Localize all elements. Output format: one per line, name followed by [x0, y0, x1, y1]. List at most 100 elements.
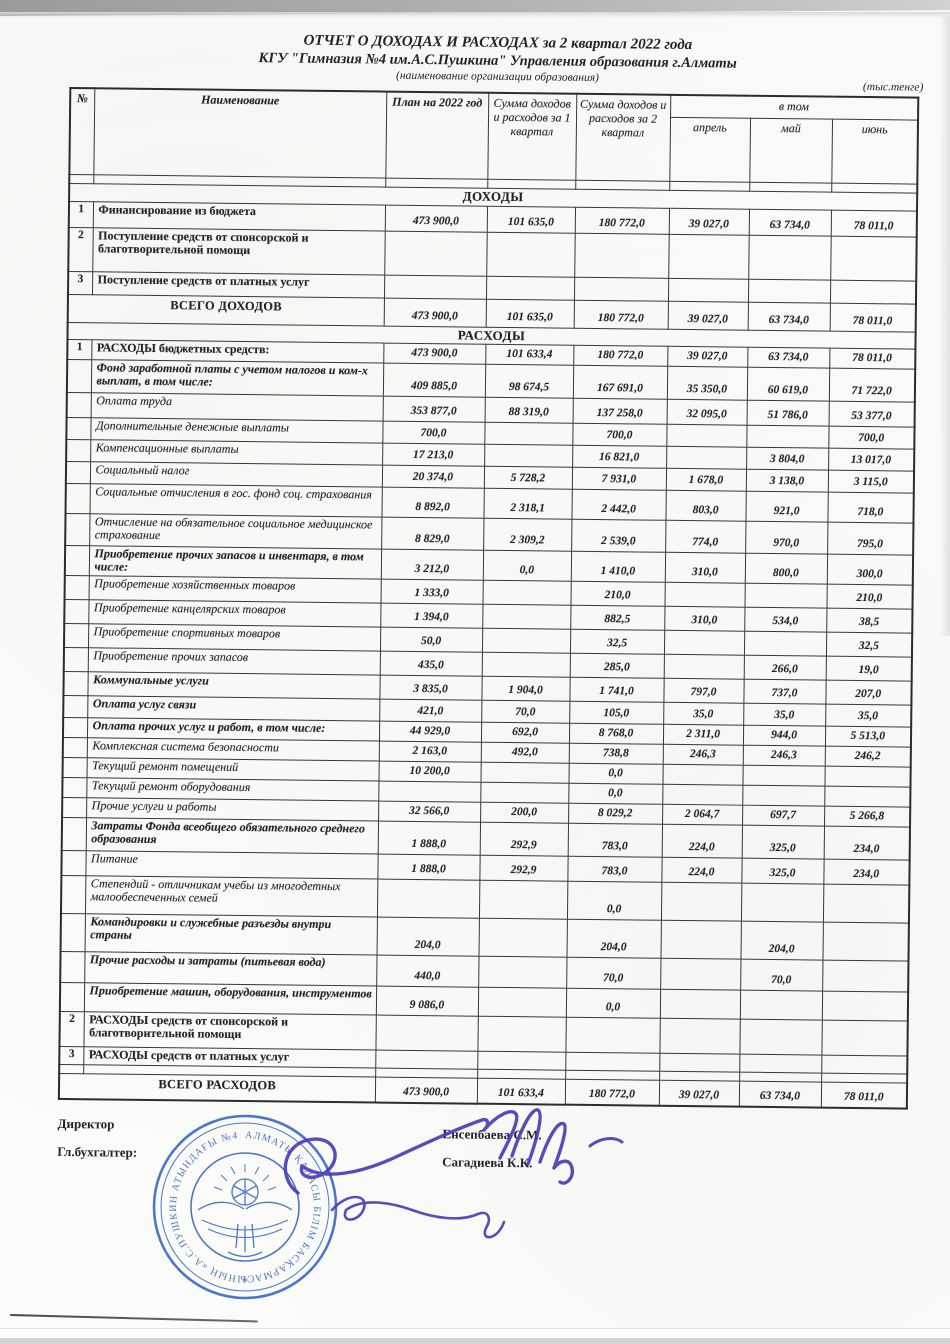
cell-value: [664, 581, 745, 607]
row-label: Фонд заработной платы с учетом налогов и…: [90, 359, 384, 396]
cell-value: [830, 235, 917, 281]
cell-value: [659, 988, 741, 1019]
row-label: Командировки и служебные разъезды внутри…: [84, 913, 377, 955]
row-number: [64, 622, 89, 648]
cell-value: 435,0: [379, 650, 482, 676]
cell-value: 70,0: [481, 699, 570, 723]
col-header-may: май: [749, 117, 833, 183]
cell-value: [478, 879, 568, 919]
cell-value: [477, 1015, 566, 1052]
cell-value: 70,0: [566, 956, 661, 989]
cell-value: 266,0: [743, 654, 826, 680]
cell-value: 19,0: [825, 655, 912, 681]
cell-value: 921,0: [745, 490, 828, 522]
row-number: [59, 981, 85, 1012]
total-value: 180 772,0: [573, 299, 668, 329]
cell-value: 3 115,0: [827, 469, 915, 493]
pen-line: [9, 1314, 258, 1323]
cell-value: 78 011,0: [829, 347, 916, 369]
row-number: 1: [68, 201, 94, 228]
cell-value: 800,0: [744, 552, 828, 584]
cell-value: 3 804,0: [746, 446, 829, 470]
cell-value: 2 318,1: [483, 487, 572, 519]
cell-value: 325,0: [741, 824, 825, 859]
cell-value: 98 674,5: [484, 363, 574, 398]
cell-value: 700,0: [572, 422, 667, 446]
cell-value: 3 835,0: [379, 674, 482, 700]
cell-value: 1 410,0: [570, 550, 666, 582]
cell-value: 697,7: [742, 804, 825, 826]
cell-value: 882,5: [570, 604, 665, 630]
cell-value: 35,0: [663, 701, 744, 725]
row-label: Прочие расходы и затраты (питьевая вода): [84, 951, 377, 986]
cell-value: 1 333,0: [380, 578, 483, 604]
director-label: Директор: [57, 1115, 115, 1132]
cell-value: [742, 784, 825, 806]
row-number: [64, 574, 89, 600]
cell-value: 944,0: [742, 724, 826, 746]
cell-value: [480, 781, 569, 803]
cell-value: 9 086,0: [375, 985, 479, 1016]
cell-value: 0,0: [482, 549, 572, 581]
cell-value: [384, 230, 487, 276]
cell-value: 1 888,0: [377, 820, 481, 855]
cell-value: 803,0: [665, 489, 746, 521]
cell-value: [744, 582, 827, 608]
paper-bottom-edge: [0, 1328, 950, 1338]
row-label: Поступление средств от спонсорской и бла…: [92, 227, 385, 275]
col-header-q1: Сумма доходов и расходов за 1 квартал: [487, 92, 577, 180]
cell-value: 353 877,0: [382, 395, 485, 422]
row-number: [62, 756, 87, 778]
scan-edge-bottom: [0, 1338, 950, 1344]
row-number: [61, 849, 86, 876]
row-label: Питание: [85, 850, 378, 879]
cell-value: 50,0: [379, 626, 483, 652]
cell-value: 292,9: [479, 821, 569, 856]
total-value: 473 900,0: [374, 1076, 478, 1104]
cell-value: [739, 1018, 822, 1055]
cell-value: [660, 919, 741, 959]
cell-value: 39 027,0: [667, 345, 748, 367]
cell-value: [740, 882, 824, 922]
cell-value: 2 311,0: [662, 723, 744, 745]
stamp-bottom-star: *: [242, 1274, 249, 1289]
total-value: 63 734,0: [738, 1080, 822, 1108]
cell-value: 70,0: [740, 958, 823, 991]
cell-value: [383, 274, 487, 299]
cell-value: [659, 1017, 740, 1054]
cell-value: 2 442,0: [571, 488, 666, 520]
row-number: 2: [68, 226, 93, 272]
cell-value: 13 017,0: [828, 447, 915, 471]
cell-value: 310,0: [664, 551, 746, 583]
cell-value: [666, 445, 747, 469]
row-number: 3: [68, 270, 93, 295]
cell-value: [662, 763, 743, 785]
cell-value: [565, 1016, 660, 1053]
cell-value: 210,0: [570, 580, 665, 606]
col-header-plan: План на 2022 год: [385, 91, 489, 179]
cell-value: [663, 653, 744, 679]
cell-value: 44 929,0: [378, 720, 482, 742]
cell-value: 795,0: [827, 521, 914, 555]
cell-value: 39 027,0: [668, 207, 750, 235]
cell-value: 210,0: [826, 583, 913, 609]
cell-value: [743, 630, 827, 656]
cell-value: 200,0: [480, 801, 569, 823]
cell-value: 700,0: [828, 425, 915, 449]
cell-value: 51 786,0: [746, 399, 829, 426]
cell-value: [481, 627, 571, 653]
cell-value: [822, 921, 909, 961]
cell-value: 32 095,0: [666, 398, 747, 425]
cell-value: 473 900,0: [384, 204, 488, 232]
total-label: ВСЕГО ДОХОДОВ: [67, 293, 384, 326]
row-number: [65, 512, 90, 546]
cell-value: 783,0: [567, 855, 662, 882]
cell-value: [484, 443, 573, 467]
cell-value: 204,0: [740, 920, 823, 960]
cell-value: [822, 883, 910, 923]
cell-value: 78 011,0: [830, 209, 918, 237]
table-body: ДОХОДЫ 1 Финансирование из бюджета 473 900,…: [58, 174, 918, 1109]
cell-value: 783,0: [567, 822, 663, 857]
cell-value: [666, 423, 747, 447]
cell-value: 63 734,0: [748, 208, 832, 236]
